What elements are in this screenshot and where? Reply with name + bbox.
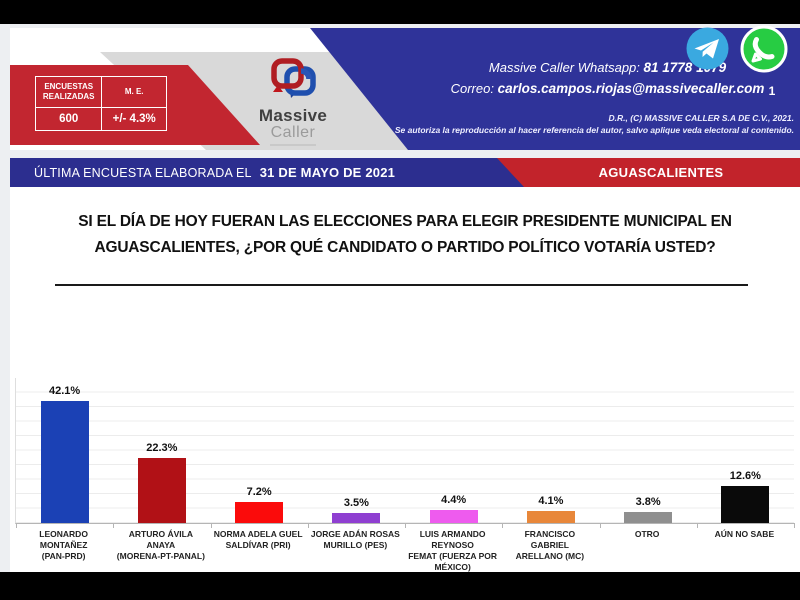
copyright-line2: Se autoriza la reproducción al hacer ref… (394, 125, 794, 136)
bar (429, 510, 478, 523)
bar-group: 12.6% (697, 378, 794, 523)
bar-group: 4.4% (405, 378, 502, 523)
banner-date-strip (10, 158, 524, 187)
axis-tick (210, 523, 212, 528)
axis-tick (307, 523, 309, 528)
category-label: JORGE ADÁN ROSAS MURILLO (PES) (310, 529, 400, 551)
logo-name: Massive (258, 106, 328, 125)
stats-col1-header: ENCUESTAS REALIZADAS (34, 76, 103, 108)
bar-group: 7.2% (211, 378, 308, 523)
bar-value-label: 42.1% (49, 384, 81, 397)
bar (332, 512, 381, 523)
stats-col2-value: +/- 4.3% (101, 107, 167, 131)
bar (624, 511, 673, 523)
category-labels-row: LEONARDO MONTAÑEZ (PAN-PRD) ARTURO ÁVILA A… (15, 529, 793, 573)
question-line1: SI EL DÍA DE HOY FUERAN LAS ELECCIONES P… (78, 213, 732, 230)
bar-value-label: 7.2% (246, 486, 272, 499)
main-content: SI EL DÍA DE HOY FUERAN LAS ELECCIONES P… (10, 187, 800, 572)
letterbox-bottom (0, 572, 800, 600)
logo-tagline-rule (270, 144, 316, 146)
massive-caller-logo: Massive Caller (228, 58, 358, 146)
axis-tick (405, 523, 406, 528)
category-label: ARTURO ÁVILA ANAYA (MORENA-PT-PANAL) (116, 529, 205, 562)
bar (137, 458, 186, 523)
question-line2: AGUASCALIENTES, ¿POR QUÉ CANDIDATO O PAR… (94, 238, 716, 256)
poll-slide: ENCUESTAS REALIZADAS M. E. 600 +/- 4.3% … (0, 24, 800, 572)
bar-group: 42.1% (16, 378, 113, 523)
correo-line: Correo: carlos.campos.riojas@massivecall… (420, 79, 795, 100)
axis-tick (113, 523, 115, 528)
poll-question: SI EL DÍA DE HOY FUERAN LAS ELECCIONES P… (30, 209, 780, 260)
category-label: AÚN NO SABE (714, 529, 775, 539)
letterbox-top (0, 0, 800, 24)
stats-col2-header: M. E. (101, 76, 167, 108)
axis-tick (696, 523, 698, 528)
bar (235, 502, 284, 523)
banner-left-date: 31 DE MAYO DE 2021 (259, 165, 396, 180)
stats-table: ENCUESTAS REALIZADAS M. E. 600 +/- 4.3% (34, 76, 167, 131)
banner-row: ÚLTIMA ENCUESTA ELABORADA EL 31 DE MAYO … (10, 158, 800, 187)
category-label: OTRO (634, 529, 660, 539)
question-underline (55, 284, 748, 286)
bar-group: 3.5% (308, 378, 405, 523)
whatsapp-line: Massive Caller Whatsapp: 81 1778 1079 (420, 58, 795, 79)
axis-tick (794, 523, 795, 528)
category-label: NORMA ADELA GUEL SALDÍVAR (PRI) (213, 529, 303, 551)
bar (40, 400, 89, 523)
header: ENCUESTAS REALIZADAS M. E. 600 +/- 4.3% … (10, 28, 800, 150)
copyright-line1: D.R., (C) MASSIVE CALLER S.A DE C.V., 20… (608, 113, 794, 123)
logo-subname: Caller (270, 124, 316, 141)
bar (721, 486, 770, 523)
logo-bubbles-icon (271, 58, 316, 98)
bar-group: 4.1% (502, 378, 599, 523)
banner-left-label: ÚLTIMA ENCUESTA ELABORADA EL (34, 165, 252, 180)
contact-block: Massive Caller Whatsapp: 81 1778 1079 Co… (420, 58, 795, 100)
bar (526, 511, 575, 523)
bar-group: 22.3% (113, 378, 210, 523)
bar-value-label: 22.3% (146, 442, 178, 455)
bar-group: 3.8% (600, 378, 697, 523)
stats-col1-value: 600 (34, 107, 103, 131)
whatsapp-icon[interactable] (740, 25, 788, 73)
bar-value-label: 3.8% (635, 495, 661, 508)
bar-chart-plot: 42.1% 22.3% 7.2% 3.5% 4.4% 4.1% 3.8% 12.6% (15, 378, 795, 528)
bar-value-label: 3.5% (343, 496, 369, 509)
category-label: LUIS ARMANDO REYNOSO FEMAT (FUERZA POR MÉX… (408, 529, 498, 573)
axis-tick (502, 523, 504, 528)
banner-region-label: AGUASCALIENTES (598, 165, 724, 180)
axis-tick (599, 523, 601, 528)
bar-value-label: 12.6% (729, 470, 761, 483)
axis-tick (16, 523, 17, 528)
correo-label: Correo: (450, 80, 494, 96)
bar-value-label: 4.1% (538, 495, 564, 508)
category-label: FRANCISCO GABRIEL ARELLANO (MC) (515, 529, 585, 562)
banner-survey-date: ÚLTIMA ENCUESTA ELABORADA EL 31 DE MAYO … (34, 158, 395, 187)
bar-value-label: 4.4% (441, 494, 467, 507)
whatsapp-label: Massive Caller Whatsapp: (488, 60, 640, 75)
copyright-block: D.R., (C) MASSIVE CALLER S.A DE C.V., 20… (234, 112, 794, 137)
telegram-icon[interactable] (686, 27, 729, 70)
category-label: LEONARDO MONTAÑEZ (PAN-PRD) (39, 529, 88, 562)
notification-count: 1 (768, 84, 776, 98)
correo-value: carlos.campos.riojas@massivecaller.com (497, 80, 765, 96)
bars-container: 42.1% 22.3% 7.2% 3.5% 4.4% 4.1% 3.8% 12.6% (16, 378, 794, 523)
